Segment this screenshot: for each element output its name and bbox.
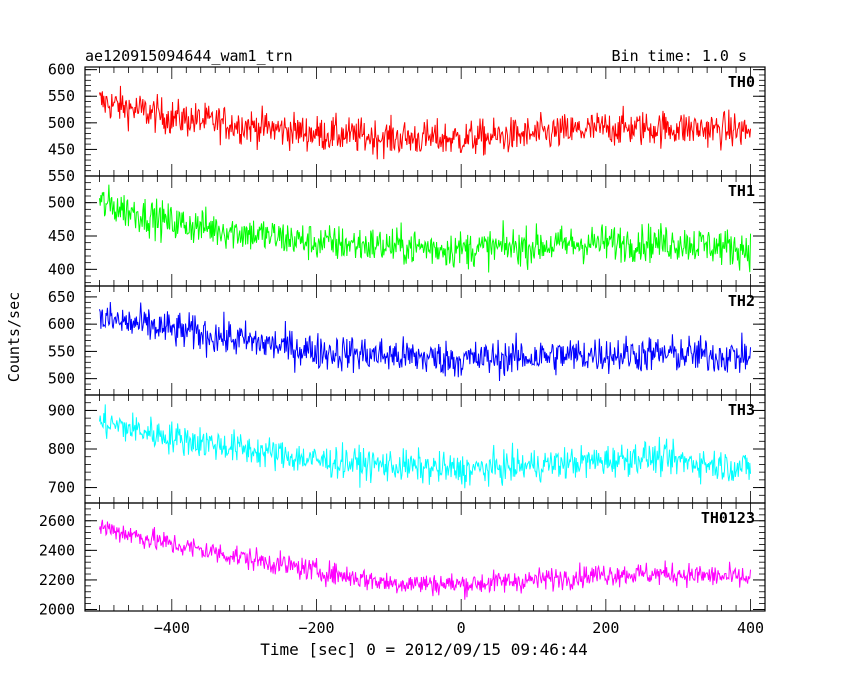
panel-th3: 700 800 900 TH3 <box>48 394 766 504</box>
x-tick-label: −200 <box>298 619 334 637</box>
series-line-th1 <box>98 184 752 273</box>
panel-label: TH2 <box>728 292 755 310</box>
y-tick-label: 800 <box>48 440 75 458</box>
y-tick-label: 450 <box>48 227 75 245</box>
panel-frame <box>84 502 766 612</box>
panel-label: TH0 <box>728 73 755 91</box>
x-tick-label: −400 <box>154 619 190 637</box>
series-line-th3 <box>98 404 752 489</box>
panel-frame <box>84 285 766 396</box>
panels-group: 450 500 550 600 TH0 400 450 500 550 TH1 500 550 600 6… <box>39 61 766 619</box>
panel-th0: 450 500 550 600 TH0 <box>48 61 766 177</box>
y-tick-label: 700 <box>48 479 75 497</box>
y-tick-label: 2400 <box>39 541 75 559</box>
x-tick-label: 200 <box>592 619 619 637</box>
plot-title: ae120915094644_wam1_trn <box>85 47 293 65</box>
y-tick-label: 550 <box>48 87 75 105</box>
panel-th0123: 2000 2200 2400 2600 TH0123 <box>39 502 766 619</box>
y-tick-label: 500 <box>48 370 75 388</box>
x-tick-label: 0 <box>457 619 466 637</box>
series-line-th0 <box>98 85 752 160</box>
x-tick-label: 400 <box>737 619 764 637</box>
y-tick-label: 500 <box>48 114 75 132</box>
y-tick-label: 400 <box>48 260 75 278</box>
panel-th1: 400 450 500 550 TH1 <box>48 167 766 287</box>
y-tick-label: 2200 <box>39 571 75 589</box>
panel-label: TH1 <box>728 182 755 200</box>
y-axis-label: Counts/sec <box>5 292 23 382</box>
y-tick-label: 600 <box>48 315 75 333</box>
panel-label: TH3 <box>728 401 755 419</box>
y-tick-label: 900 <box>48 401 75 419</box>
panel-frame <box>84 394 766 504</box>
y-tick-label: 500 <box>48 194 75 212</box>
y-tick-label: 550 <box>48 342 75 360</box>
bin-time-label: Bin time: 1.0 s <box>612 47 747 65</box>
y-tick-label: 2000 <box>39 601 75 619</box>
x-axis-label: Time [sec] 0 = 2012/09/15 09:46:44 <box>260 640 588 659</box>
y-tick-label: 600 <box>48 61 75 79</box>
series-line-th0123 <box>98 519 752 600</box>
y-tick-label: 650 <box>48 288 75 306</box>
panel-th2: 500 550 600 650 TH2 <box>48 285 766 396</box>
y-tick-label: 2600 <box>39 512 75 530</box>
y-tick-label: 450 <box>48 140 75 158</box>
panel-label: TH0123 <box>701 509 755 527</box>
series-line-th2 <box>98 302 752 381</box>
x-tick-labels: −400 −200 0 200 400 <box>154 619 764 637</box>
y-tick-label: 550 <box>48 167 75 185</box>
